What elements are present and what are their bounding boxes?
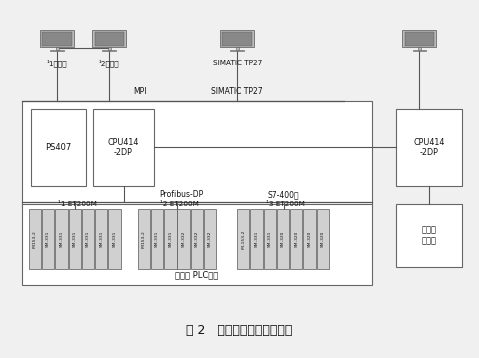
Bar xyxy=(40,30,74,47)
Text: SM-331: SM-331 xyxy=(254,231,259,247)
Bar xyxy=(402,30,436,47)
Bar xyxy=(191,209,203,269)
Text: SM-332: SM-332 xyxy=(208,231,212,247)
Bar xyxy=(92,30,126,47)
Bar xyxy=(68,209,81,269)
Text: 图 2   控制系统网络结构设计: 图 2 控制系统网络结构设计 xyxy=(186,324,293,337)
Bar xyxy=(396,108,462,186)
Bar xyxy=(396,204,462,267)
Bar xyxy=(251,209,262,269)
Bar xyxy=(303,209,316,269)
Bar xyxy=(405,32,434,46)
Bar xyxy=(222,32,252,46)
Bar xyxy=(178,209,190,269)
Bar xyxy=(56,209,68,269)
Text: 下位机 PLC系统: 下位机 PLC系统 xyxy=(175,270,218,280)
Bar xyxy=(164,209,177,269)
Bar xyxy=(29,209,41,269)
Bar xyxy=(22,101,372,207)
Bar xyxy=(108,47,111,50)
Text: SM-320: SM-320 xyxy=(294,231,298,247)
Text: PS407: PS407 xyxy=(46,143,71,152)
Bar xyxy=(230,50,244,51)
Text: SIMATIC TP27: SIMATIC TP27 xyxy=(213,60,262,66)
Text: ¹2 ET200M: ¹2 ET200M xyxy=(160,201,199,207)
Bar xyxy=(82,209,94,269)
Text: SM-320: SM-320 xyxy=(308,231,311,247)
Text: S7-400站: S7-400站 xyxy=(268,190,299,199)
Text: ¹2操作站: ¹2操作站 xyxy=(99,60,120,68)
Text: SM-331: SM-331 xyxy=(46,231,50,247)
Text: MPI: MPI xyxy=(133,87,147,96)
Bar xyxy=(22,204,372,285)
Bar xyxy=(204,209,217,269)
Text: SM-332: SM-332 xyxy=(195,231,199,247)
Text: CPU414
-2DP: CPU414 -2DP xyxy=(413,137,445,157)
Bar xyxy=(94,32,124,46)
Text: IM153-2: IM153-2 xyxy=(33,230,37,248)
Text: Profibus-DP: Profibus-DP xyxy=(159,190,203,199)
Bar xyxy=(137,209,150,269)
Text: 现场总
线仪表: 现场总 线仪表 xyxy=(422,226,436,245)
Text: SM-331: SM-331 xyxy=(155,231,159,247)
Text: ¹3 ET200M: ¹3 ET200M xyxy=(266,201,305,207)
Text: SM-331: SM-331 xyxy=(113,231,116,247)
Text: IM-153-2: IM-153-2 xyxy=(241,229,245,248)
Bar xyxy=(151,209,163,269)
Bar xyxy=(277,209,289,269)
Bar xyxy=(43,32,72,46)
Text: SM-331: SM-331 xyxy=(268,231,272,247)
Text: SM-331: SM-331 xyxy=(169,231,172,247)
Text: ¹1操作站: ¹1操作站 xyxy=(47,60,68,68)
Bar xyxy=(263,209,276,269)
Text: SIMATIC TP27: SIMATIC TP27 xyxy=(211,87,263,96)
Text: SM-331: SM-331 xyxy=(73,231,77,247)
Text: SM-320: SM-320 xyxy=(281,231,285,247)
Text: SM-331: SM-331 xyxy=(86,231,90,247)
Bar xyxy=(108,209,121,269)
Bar xyxy=(412,50,426,51)
Bar xyxy=(93,108,154,186)
Bar xyxy=(418,47,421,50)
Bar xyxy=(237,209,250,269)
Text: IM153-2: IM153-2 xyxy=(142,230,146,248)
Bar xyxy=(42,209,55,269)
Text: SM-331: SM-331 xyxy=(99,231,103,247)
Bar xyxy=(103,50,116,51)
Text: SM-332: SM-332 xyxy=(182,231,186,247)
Bar xyxy=(220,30,254,47)
Text: SM-320: SM-320 xyxy=(321,231,325,247)
Bar xyxy=(236,47,239,50)
Bar xyxy=(290,209,302,269)
Bar xyxy=(56,47,59,50)
Bar xyxy=(95,209,107,269)
Bar xyxy=(317,209,329,269)
Bar xyxy=(50,50,64,51)
Text: CPU414
-2DP: CPU414 -2DP xyxy=(108,137,139,157)
Text: SM-331: SM-331 xyxy=(59,231,64,247)
Text: ¹1 ET200M: ¹1 ET200M xyxy=(58,201,97,207)
Bar xyxy=(31,108,86,186)
